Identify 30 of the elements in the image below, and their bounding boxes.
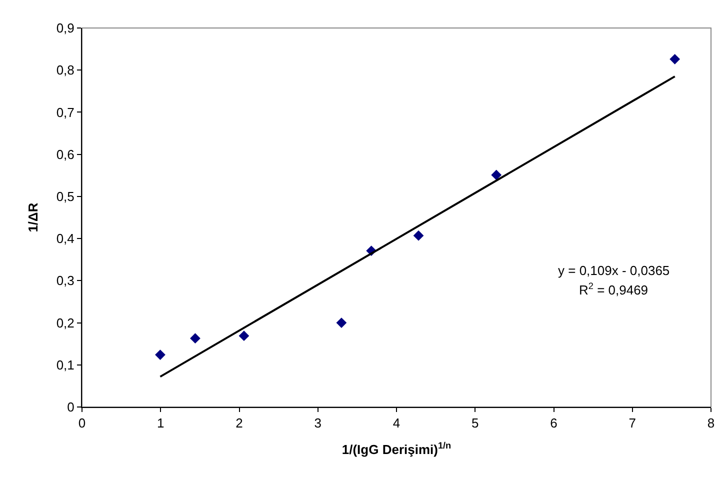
x-tick-label: 2	[236, 416, 243, 431]
y-tick-label: 0,5	[56, 188, 74, 204]
x-tick-label: 1	[157, 416, 164, 431]
x-tick-label: 0	[78, 416, 86, 431]
point	[670, 54, 680, 64]
point	[155, 350, 166, 360]
x-tick-label: 6	[550, 416, 558, 431]
annotation: R$^{2}$ = 0,9469	[579, 281, 648, 298]
x-axis-title: 1/(IgG Derişimi)$^{1/n}$	[342, 440, 452, 458]
x-tick-label: 3	[314, 416, 322, 431]
y-tick-label: 0,9	[56, 20, 74, 36]
y-tick-label: 0,8	[56, 62, 74, 78]
y-tick-label: 0	[67, 400, 74, 415]
annotation: y = 0,109x - 0,0365	[558, 263, 670, 278]
point	[190, 333, 200, 344]
x-tick-label: 7	[628, 416, 636, 431]
y-tick-label: 0,2	[56, 315, 74, 330]
x-tick-label: 5	[472, 416, 479, 431]
point	[413, 230, 424, 241]
x-tick-label: 8	[707, 416, 715, 431]
y-tick-label: 0,3	[56, 273, 74, 288]
x-tick-label: 4	[392, 416, 400, 431]
point	[336, 318, 347, 328]
y-axis-title: 1/ΔR	[25, 202, 40, 232]
y-tick-label: 0,1	[56, 357, 74, 372]
y-tick-label: 0,4	[56, 231, 74, 246]
y-tick-label: 0,7	[56, 104, 74, 120]
point	[491, 170, 502, 180]
y-tick-label: 0,6	[56, 146, 74, 162]
point	[238, 330, 250, 342]
